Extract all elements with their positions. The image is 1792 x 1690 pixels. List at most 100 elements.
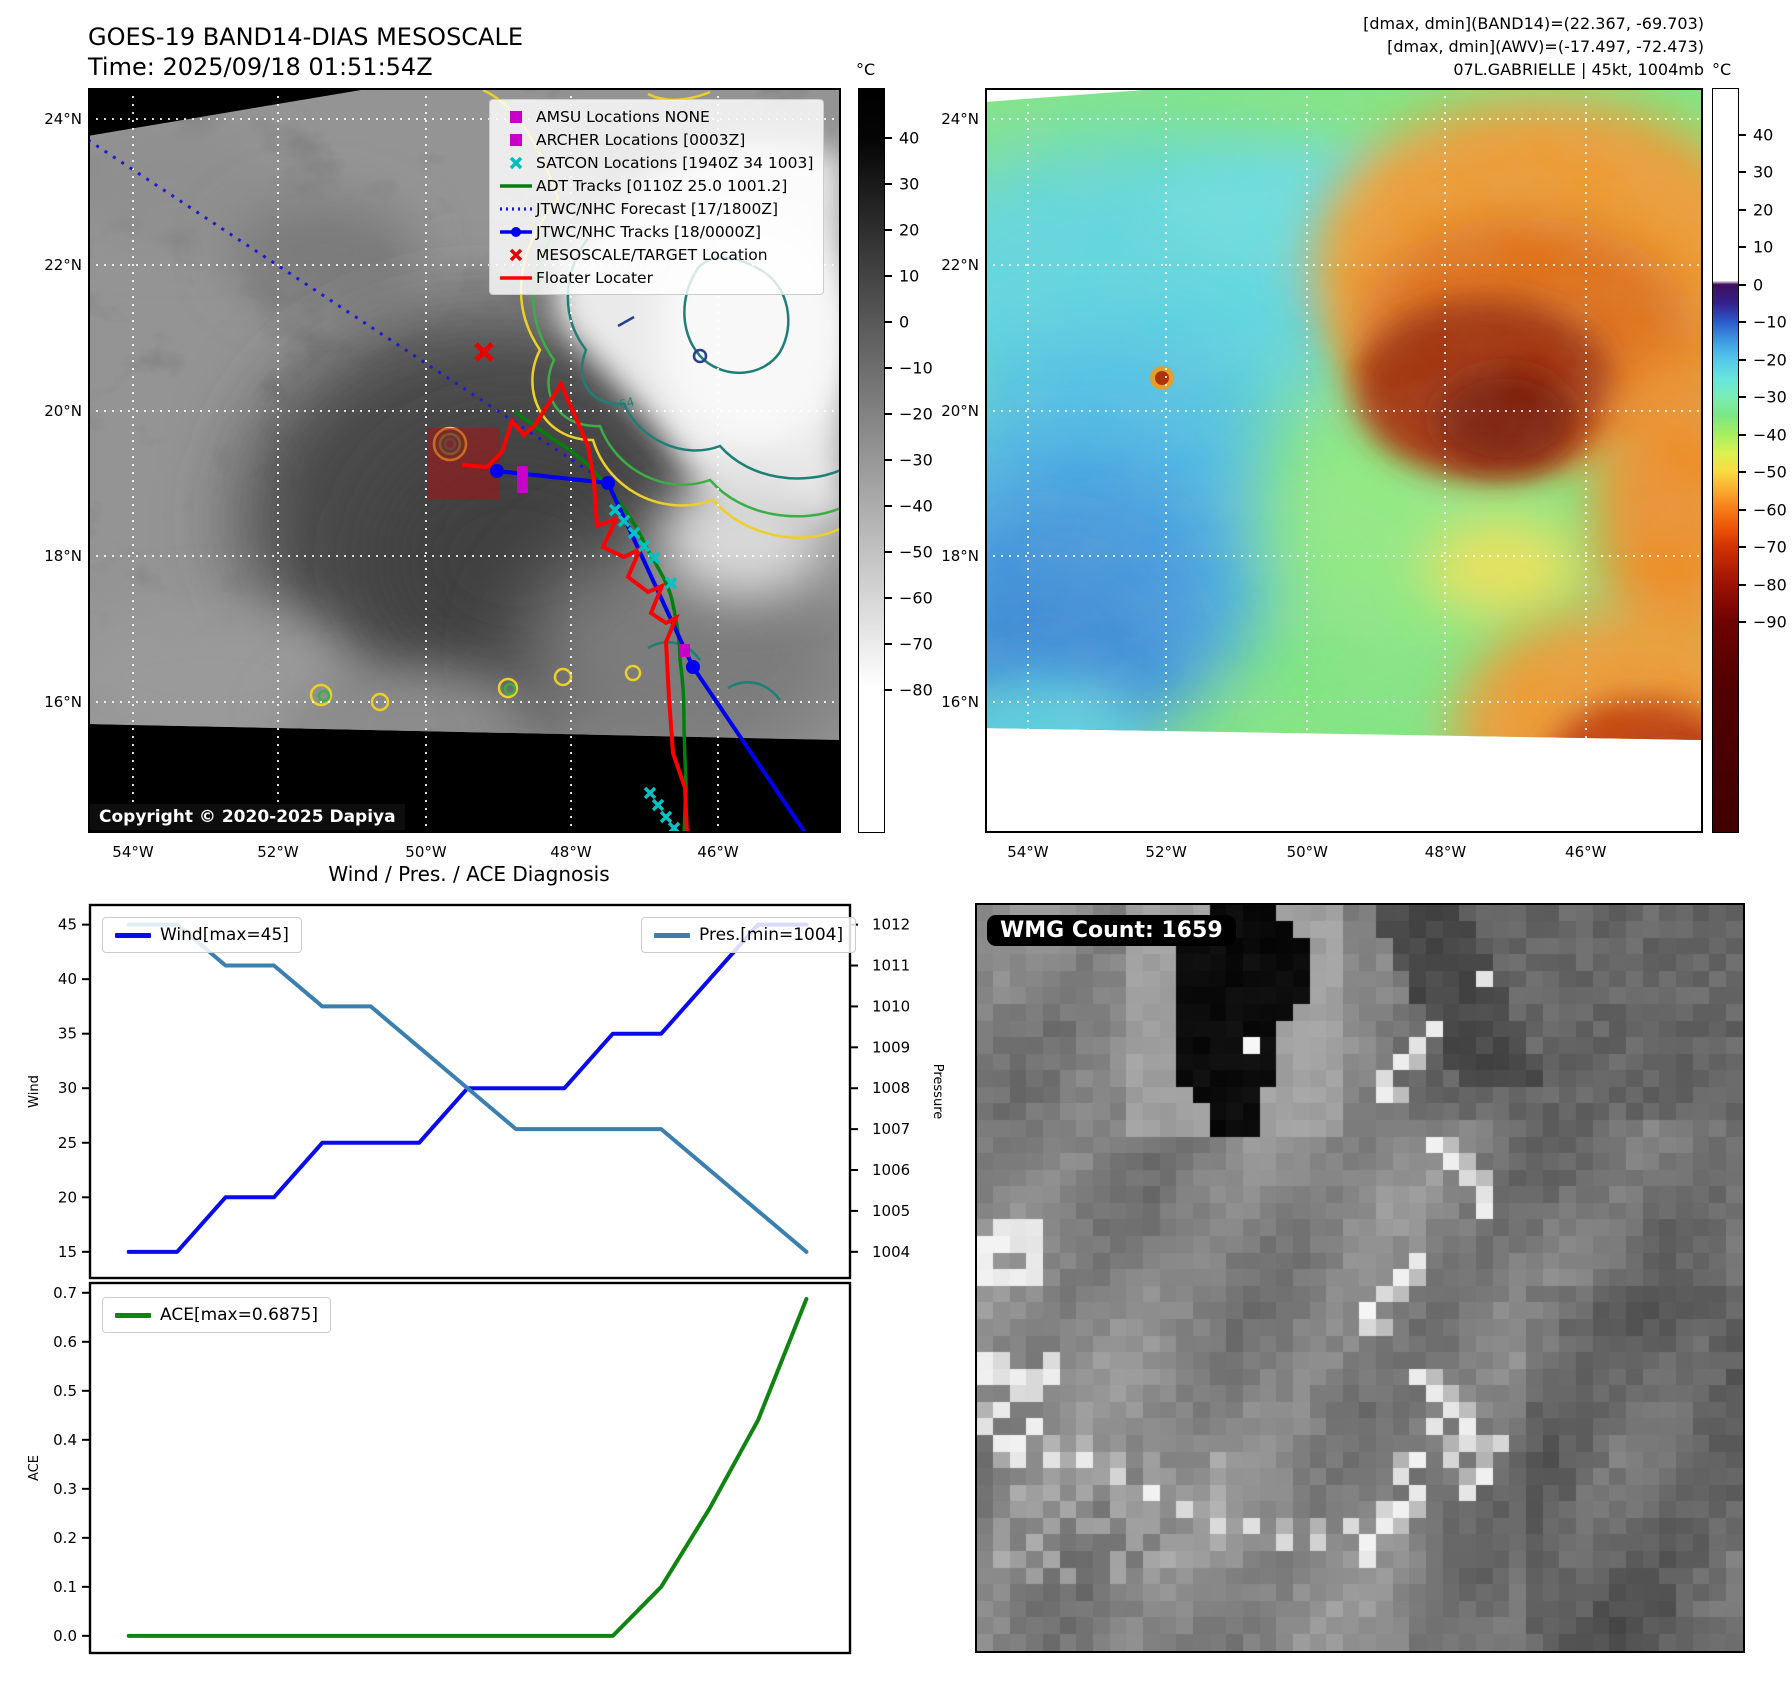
band14-colorbar-tickmark [885, 136, 892, 139]
band14-colorbar-unit: °C [856, 60, 876, 79]
wind-legend-label: Wind[max=45] [160, 925, 289, 945]
band14-lat-label: 18°N [44, 547, 82, 565]
band14-colorbar-tickmark [885, 320, 892, 323]
awv-map-image [985, 88, 1703, 833]
wind-legend: Wind[max=45] [102, 917, 302, 953]
dmax-dmin-band14: [dmax, dmin](BAND14)=(22.367, -69.703) [1363, 14, 1704, 33]
band14-colorbar-tickmark [885, 458, 892, 461]
awv-colorbar-tickmark [1739, 546, 1746, 549]
band14-lon-label: 54°W [112, 843, 154, 861]
y-axis-label: ACE [27, 1455, 42, 1481]
awv-colorbar-ticklabel: −30 [1753, 387, 1787, 407]
legend-item: JTWC/NHC Tracks [18/0000Z] [496, 220, 813, 243]
wmg-count-badge: WMG Count: 1659 [987, 915, 1236, 946]
band14-colorbar-ticklabel: 10 [899, 266, 920, 286]
y-ticklabel: 45 [58, 916, 77, 934]
dmax-dmin-awv: [dmax, dmin](AWV)=(-17.497, -72.473) [1387, 37, 1704, 56]
band14-lat-label: 20°N [44, 402, 82, 421]
y-ticklabel: 0.1 [53, 1578, 77, 1596]
y-ticklabel: 15 [58, 1243, 77, 1261]
contour-value-label: -64 [613, 395, 635, 413]
y-ticklabel: 0.5 [53, 1382, 77, 1400]
jtwc-forecast-track [87, 138, 611, 487]
dotted-marker-icon [500, 206, 532, 211]
band14-lat-label: 16°N [44, 693, 82, 712]
awv-colorbar-tickmark [1739, 283, 1746, 286]
legend-label: SATCON Locations [1940Z 34 1003] [536, 153, 814, 172]
legend-marker [496, 270, 536, 286]
band14-lon-label: 50°W [405, 843, 447, 861]
y-ticklabel: 30 [58, 1079, 77, 1097]
legend-item: AMSU Locations NONE [496, 105, 813, 128]
square-marker-icon [510, 110, 522, 123]
awv-lon-label: 50°W [1286, 843, 1329, 861]
pressure-legend-swatch [654, 932, 690, 938]
diagnosis-title: Wind / Pres. / ACE Diagnosis [328, 862, 610, 886]
y-ticklabel: 0.0 [53, 1627, 77, 1645]
band14-lon-label: 46°W [697, 843, 739, 861]
awv-colorbar-ticklabel: −40 [1753, 425, 1787, 445]
y-axis-label-right: Pressure [930, 1064, 945, 1120]
y-ticklabel: 40 [58, 970, 77, 988]
band14-colorbar-tickmark [885, 412, 892, 415]
band14-colorbar-tickmark [885, 642, 892, 645]
band14-colorbar-tickmark [885, 504, 892, 507]
copyright: Copyright © 2020-2025 Dapiya [90, 804, 405, 830]
y-ticklabel: 0.3 [53, 1480, 77, 1498]
awv-colorbar-tickmark [1739, 246, 1746, 249]
ace-legend-label: ACE[max=0.6875] [160, 1305, 318, 1325]
awv-colorbar-tickmark [1739, 396, 1746, 399]
satcon-location-marks [608, 503, 681, 835]
y-ticklabel: 25 [58, 1134, 77, 1152]
amsu-location-mark [680, 644, 690, 657]
y-ticklabel-right: 1010 [872, 997, 910, 1015]
band14-colorbar-ticklabel: −60 [899, 588, 933, 608]
legend-label: AMSU Locations NONE [536, 107, 710, 126]
y-ticklabel-right: 1011 [872, 957, 910, 975]
awv-colorbar-tickmark [1739, 358, 1746, 361]
awv-colorbar-tickmark [1739, 208, 1746, 211]
awv-lon-label: 48°W [1424, 843, 1467, 861]
awv-lat-label: 16°N [941, 693, 979, 712]
mesoscale-target-mark [474, 342, 494, 362]
line-marker-icon [500, 275, 532, 280]
band14-colorbar-tickmark [885, 688, 892, 691]
band14-colorbar-ticklabel: 20 [899, 220, 920, 240]
page-subtitle-time: Time: 2025/09/18 01:51:54Z [88, 53, 433, 81]
legend-label: JTWC/NHC Tracks [18/0000Z] [536, 222, 762, 241]
legend-item: ARCHER Locations [0003Z] [496, 128, 813, 151]
line-dot-marker-icon [500, 226, 532, 237]
legend-marker [496, 109, 536, 125]
awv-map-panel [985, 88, 1703, 833]
y-ticklabel: 35 [58, 1025, 77, 1043]
legend-label: ARCHER Locations [0003Z] [536, 130, 746, 149]
awv-colorbar-ticklabel: −90 [1753, 612, 1787, 632]
series-ace [126, 1296, 809, 1638]
awv-colorbar-ticklabel: 0 [1753, 275, 1764, 295]
y-ticklabel: 0.7 [53, 1284, 77, 1302]
legend-item: JTWC/NHC Forecast [17/1800Z] [496, 197, 813, 220]
wmg-panel [975, 903, 1745, 1653]
awv-colorbar-ticklabel: −50 [1753, 462, 1787, 482]
y-ticklabel-right: 1005 [872, 1202, 910, 1220]
awv-colorbar-ticklabel: −20 [1753, 350, 1787, 370]
page-title: GOES-19 BAND14-DIAS MESOSCALE [88, 23, 524, 51]
awv-lat-label: 22°N [941, 256, 979, 274]
awv-colorbar-ticklabel: −10 [1753, 312, 1787, 332]
band14-colorbar [858, 88, 885, 833]
legend-marker [496, 132, 536, 148]
x-marker-icon [509, 248, 523, 261]
legend-item: Floater Locater [496, 266, 813, 289]
legend-marker [496, 224, 536, 240]
y-axis-label: Wind [27, 1075, 42, 1108]
jtwc-nhc-track [490, 464, 812, 842]
band14-colorbar-tickmark [885, 596, 892, 599]
band14-colorbar-tickmark [885, 366, 892, 369]
wmg-pixel-image [977, 905, 1743, 1651]
y-ticklabel-right: 1006 [872, 1161, 910, 1179]
legend-marker [496, 201, 536, 217]
storm-status: 07L.GABRIELLE | 45kt, 1004mb [1453, 60, 1704, 79]
ace-legend-swatch [115, 1312, 151, 1318]
band14-colorbar-tickmark [885, 182, 892, 185]
